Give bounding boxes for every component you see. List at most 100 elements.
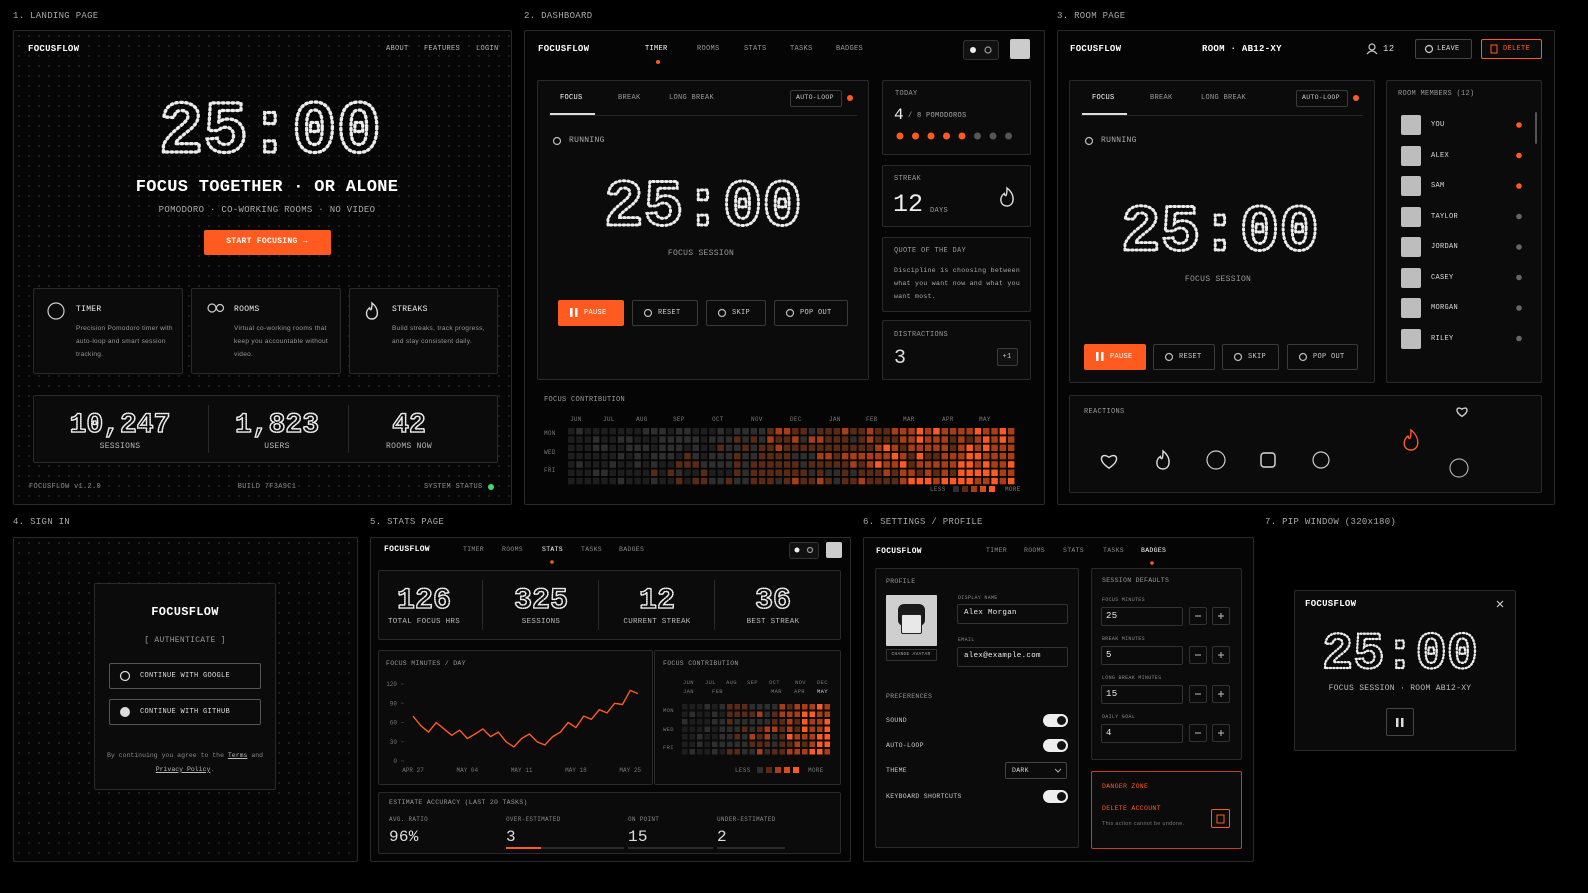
control-label[interactable]: SKIP: [1248, 353, 1267, 361]
pref-label: AUTO-LOOP: [886, 742, 924, 749]
increment-button[interactable]: [1212, 646, 1230, 664]
control-label[interactable]: SKIP: [732, 309, 751, 317]
day-label: WED: [544, 449, 556, 456]
cta-label[interactable]: START FOCUSING →: [226, 237, 308, 246]
control-label[interactable]: RESET: [658, 309, 681, 317]
decrement-button[interactable]: [1189, 724, 1207, 742]
nav-link[interactable]: STATS: [744, 45, 767, 53]
tab[interactable]: LONG BREAK: [1201, 94, 1247, 102]
progress-track: [717, 847, 785, 849]
increment-button[interactable]: [1212, 685, 1230, 703]
github-label[interactable]: CONTINUE WITH GITHUB: [140, 708, 231, 716]
theme-select[interactable]: [1005, 762, 1067, 779]
increment-button[interactable]: [1212, 607, 1230, 625]
delete-label[interactable]: DELETE: [1503, 45, 1531, 53]
control-button[interactable]: [1287, 344, 1358, 370]
nav-link[interactable]: STATS: [542, 546, 564, 553]
number-input[interactable]: [1101, 646, 1183, 665]
change-avatar-label[interactable]: CHANGE AVATAR: [891, 652, 931, 657]
pip-pause-button[interactable]: [1386, 708, 1414, 736]
cta-button[interactable]: [204, 230, 331, 255]
auto-loop-label[interactable]: AUTO-LOOP: [1302, 94, 1340, 101]
nav-link[interactable]: BADGES: [1141, 547, 1167, 554]
control-button[interactable]: [706, 300, 766, 326]
month-label: JAN: [683, 688, 694, 695]
legal-link[interactable]: Privacy Policy: [155, 765, 211, 773]
control-label[interactable]: POP OUT: [800, 309, 832, 317]
toggle[interactable]: [1043, 739, 1068, 752]
theme-toggle[interactable]: [789, 542, 819, 559]
accuracy-value: 3: [506, 828, 516, 846]
number-input[interactable]: [1101, 724, 1183, 743]
nav-link[interactable]: TIMER: [463, 546, 485, 553]
text-input[interactable]: [957, 647, 1068, 667]
control-button[interactable]: [1222, 344, 1279, 370]
auto-loop-label[interactable]: AUTO-LOOP: [796, 94, 834, 101]
toggle[interactable]: [1043, 790, 1068, 803]
nav-link[interactable]: ABOUT: [386, 45, 409, 53]
delete-button[interactable]: [1211, 809, 1230, 828]
nav-link[interactable]: TIMER: [645, 45, 668, 53]
increment-button[interactable]: [997, 348, 1018, 366]
nav-link[interactable]: BADGES: [619, 546, 645, 553]
decrement-button[interactable]: [1189, 685, 1207, 703]
nav-link[interactable]: ROOMS: [502, 546, 524, 553]
legal-text: By continuing you agree to the Terms and…: [105, 749, 265, 776]
legal-link[interactable]: Terms: [227, 752, 248, 759]
stat-label: ROOMS NOW: [386, 442, 432, 451]
delete-account[interactable]: DELETE ACCOUNT: [1102, 805, 1161, 812]
github-button[interactable]: [109, 699, 261, 725]
auto-loop-toggle[interactable]: [790, 90, 842, 107]
control-button[interactable]: [632, 300, 698, 326]
room-title: ROOM · AB12-XY: [1202, 44, 1282, 54]
tab[interactable]: LONG BREAK: [669, 94, 715, 102]
avatar: [826, 542, 842, 558]
change-avatar-button[interactable]: [886, 649, 937, 661]
nav-link[interactable]: TASKS: [581, 546, 603, 553]
tab[interactable]: BREAK: [618, 94, 641, 102]
toggle[interactable]: [1043, 714, 1068, 727]
nav-link[interactable]: TASKS: [790, 45, 813, 53]
control-label[interactable]: POP OUT: [1313, 353, 1345, 361]
card-label: QUOTE OF THE DAY: [894, 247, 967, 255]
number-input[interactable]: [1101, 685, 1183, 704]
google-button[interactable]: [109, 663, 261, 689]
card-label: ROOM MEMBERS (12): [1398, 90, 1475, 98]
nav-link[interactable]: STATS: [1063, 547, 1085, 554]
nav-link[interactable]: ROOMS: [697, 45, 720, 53]
decrement-button[interactable]: [1189, 607, 1207, 625]
field-value: 15: [1106, 689, 1118, 699]
control-label[interactable]: RESET: [1179, 353, 1202, 361]
month-label: APR: [794, 688, 805, 695]
nav-link[interactable]: TIMER: [986, 547, 1008, 554]
nav-link[interactable]: TASKS: [1103, 547, 1125, 554]
number-input[interactable]: [1101, 607, 1183, 626]
control-button[interactable]: [1084, 344, 1146, 370]
control-label[interactable]: PAUSE: [1110, 353, 1133, 361]
nav-link[interactable]: BADGES: [836, 45, 864, 53]
tab[interactable]: FOCUS: [1092, 94, 1115, 102]
google-label[interactable]: CONTINUE WITH GOOGLE: [140, 672, 231, 680]
increment-label[interactable]: +1: [1002, 353, 1012, 361]
control-button[interactable]: [558, 300, 624, 326]
decrement-button[interactable]: [1189, 646, 1207, 664]
tab[interactable]: FOCUS: [560, 94, 583, 102]
month-label: MAY: [817, 688, 828, 695]
control-button[interactable]: [1153, 344, 1215, 370]
delete-button[interactable]: [1481, 39, 1542, 59]
tab[interactable]: BREAK: [1150, 94, 1173, 102]
increment-button[interactable]: [1212, 724, 1230, 742]
leave-button[interactable]: [1415, 39, 1472, 59]
leave-label[interactable]: LEAVE: [1437, 45, 1460, 53]
control-label[interactable]: PAUSE: [584, 309, 607, 317]
nav-link[interactable]: FEATURES: [424, 45, 461, 53]
member-avatar: [1401, 176, 1421, 196]
tab-underline: [550, 113, 595, 115]
theme-toggle[interactable]: [963, 40, 999, 60]
nav-link[interactable]: LOGIN: [476, 45, 499, 53]
total-label: SESSIONS: [521, 618, 561, 626]
auto-loop-toggle[interactable]: [1296, 90, 1348, 107]
field-label: LONG BREAK MINUTES: [1102, 675, 1162, 681]
nav-link[interactable]: ROOMS: [1024, 547, 1046, 554]
text-input[interactable]: [957, 604, 1068, 624]
